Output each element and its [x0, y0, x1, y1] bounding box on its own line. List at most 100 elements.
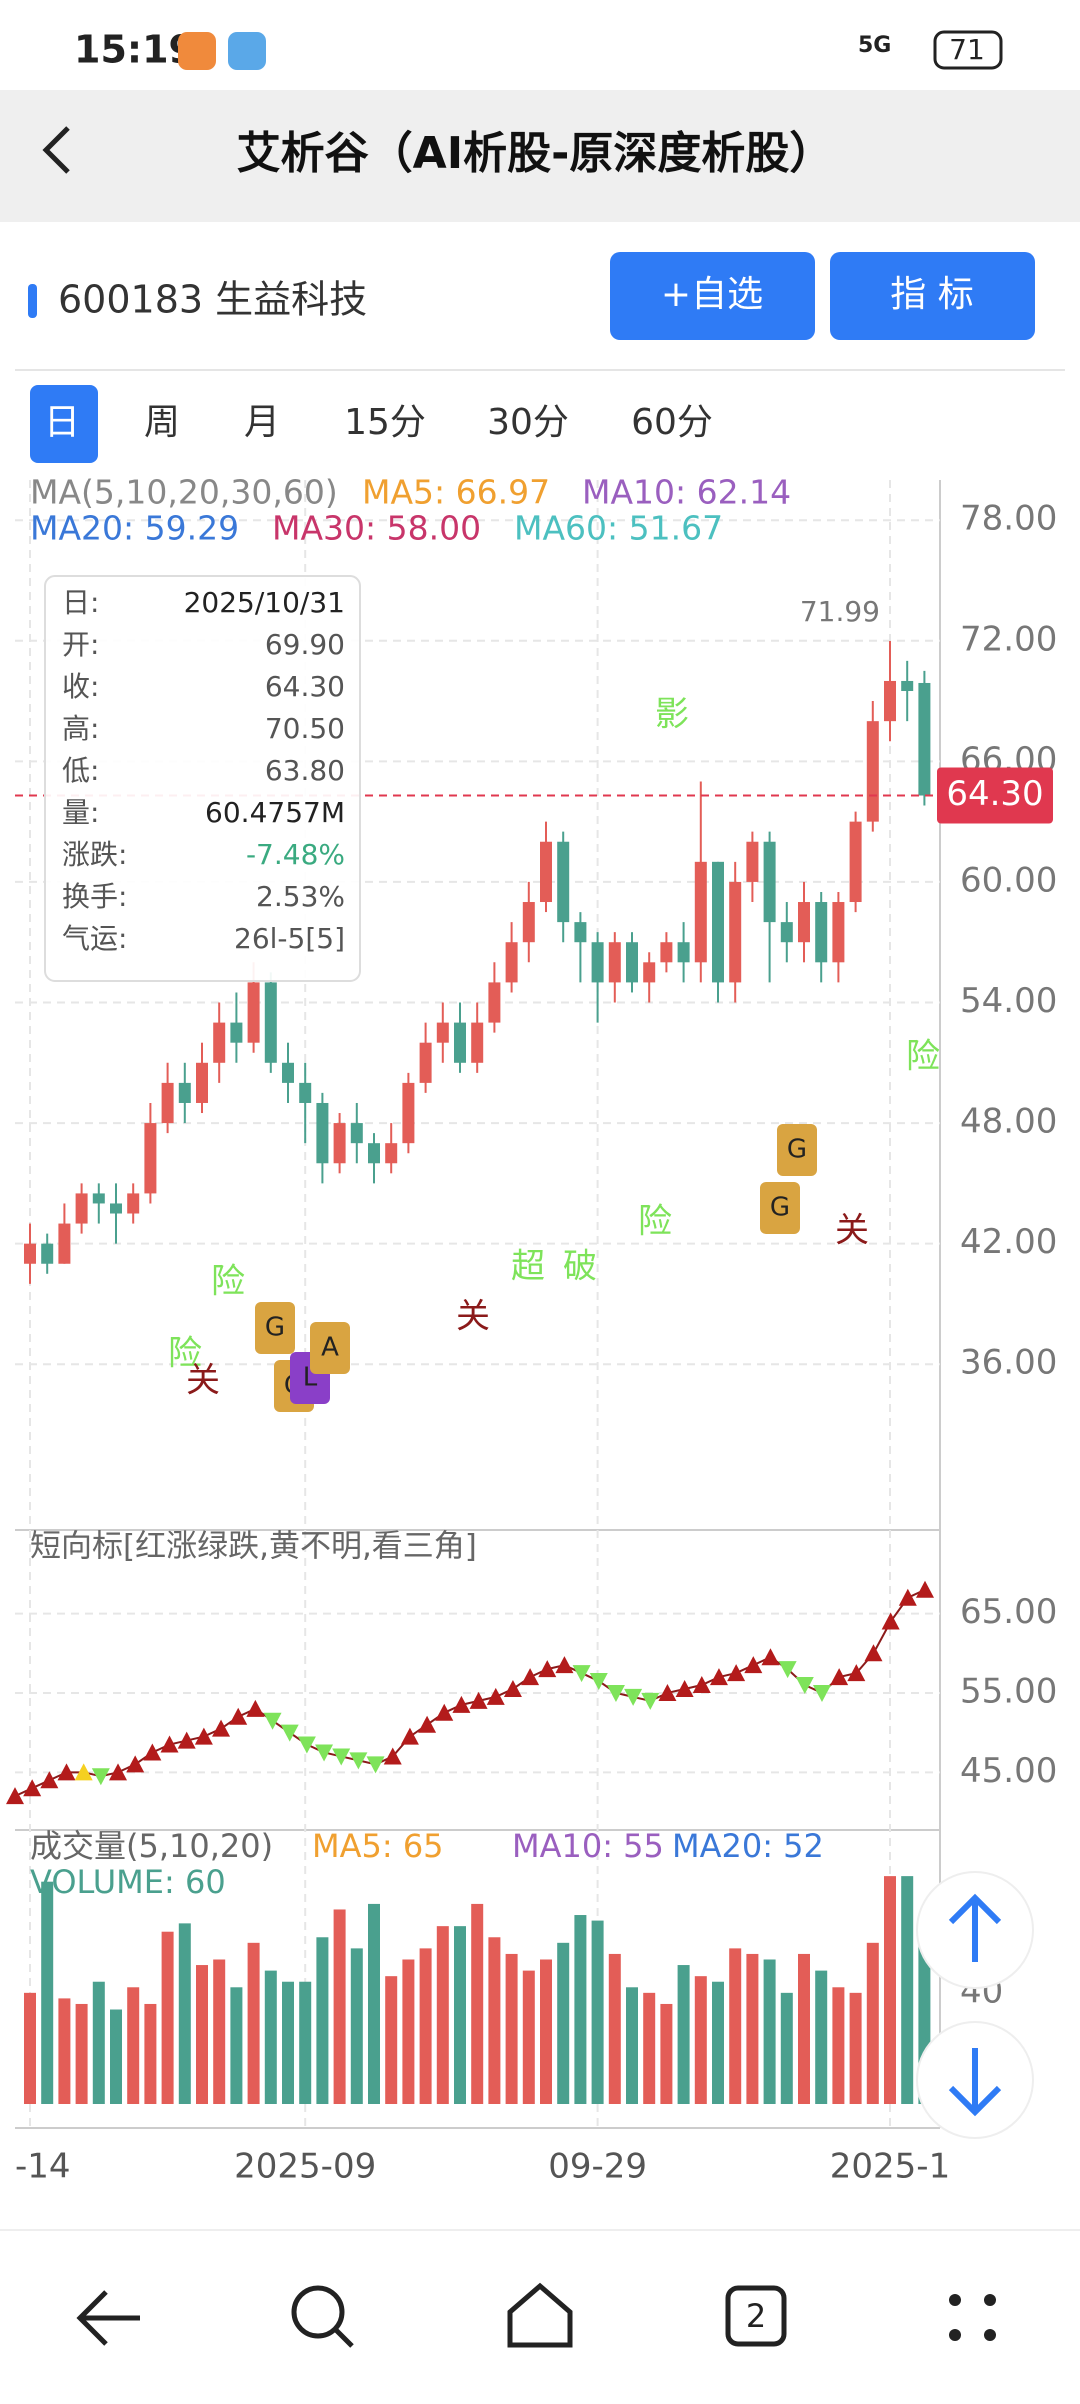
stock-marker: [28, 284, 37, 318]
x-tick-label: 2025-1: [830, 2147, 950, 2187]
signal-label: 破: [563, 1247, 597, 1287]
period-tab[interactable]: 周: [144, 402, 180, 443]
app-icon: [228, 32, 266, 70]
nav-back[interactable]: [76, 2290, 140, 2346]
indicator-marker: [383, 1747, 402, 1765]
indicator-marker: [229, 1707, 248, 1725]
volume-bar: [58, 1998, 71, 2104]
info-label: 收:: [62, 670, 99, 703]
nav-tabs[interactable]: [725, 2285, 787, 2347]
volume-bar: [144, 2003, 157, 2104]
indicator-marker: [160, 1735, 179, 1753]
period-tab[interactable]: 月: [244, 402, 280, 443]
y-tick-label: 78.00: [960, 499, 1057, 539]
volume-bar: [24, 1992, 36, 2104]
volume-bar: [419, 1948, 432, 2104]
candle-body: [763, 841, 776, 923]
volume-bar: [161, 1931, 174, 2104]
info-value: 63.80: [265, 754, 345, 787]
indicator-marker: [555, 1656, 574, 1674]
last-price-box: [937, 767, 1053, 824]
volume-legend: MA10: 55: [512, 1827, 664, 1865]
candle-body: [884, 680, 896, 722]
candle-body: [866, 721, 879, 822]
volume-bar: [798, 1953, 810, 2104]
volume-legend: MA20: 52: [672, 1827, 824, 1865]
badge-letter: G: [770, 1193, 790, 1223]
indicator-button[interactable]: [830, 252, 1035, 340]
volume-bar: [436, 1926, 449, 2104]
nav-home[interactable]: [507, 2282, 573, 2348]
y-tick-label: 42.00: [960, 1222, 1057, 1262]
volume-bar: [694, 1976, 707, 2104]
badge-letter: A: [321, 1333, 339, 1363]
ma-legend: MA5: 66.97: [362, 473, 550, 512]
candle-body: [58, 1223, 71, 1264]
indicator-marker: [847, 1664, 866, 1682]
period-tab[interactable]: 60分: [631, 402, 713, 443]
indicator-label[interactable]: 指 标: [890, 274, 973, 315]
indicator-marker: [143, 1743, 162, 1761]
period-tab[interactable]: 日: [44, 402, 80, 443]
indicator-marker: [246, 1699, 265, 1717]
volume-bar: [557, 1942, 570, 2104]
indicator-marker: [812, 1684, 831, 1702]
volume-bar: [763, 1959, 776, 2104]
volume-bar: [316, 1937, 329, 2104]
indicator-marker: [658, 1683, 677, 1701]
watchlist-button[interactable]: [610, 252, 815, 340]
period-tab[interactable]: 30分: [487, 402, 569, 443]
indicator-marker: [727, 1664, 746, 1682]
nav-menu[interactable]: [949, 2294, 996, 2341]
candle-body: [161, 1082, 174, 1124]
signal-label: 关: [186, 1361, 220, 1401]
info-label: 开:: [62, 628, 99, 661]
last-price-label: 64.30: [946, 774, 1043, 814]
info-label: 量:: [62, 796, 99, 829]
ma-legend: MA60: 51.67: [514, 509, 723, 548]
scroll-arrow: [948, 2048, 1002, 2117]
indicator-marker: [194, 1727, 213, 1745]
watchlist-label[interactable]: +自选: [661, 274, 763, 315]
nav-search[interactable]: [291, 2285, 345, 2339]
indicator-marker: [744, 1656, 763, 1674]
signal-badge: [255, 1302, 295, 1354]
indicator-marker: [126, 1755, 145, 1773]
indicator-marker: [400, 1727, 419, 1745]
period-tab[interactable]: 15分: [344, 402, 426, 443]
candle-body: [41, 1243, 54, 1264]
candle-body: [591, 942, 604, 983]
volume-bar: [866, 1942, 879, 2104]
indicator-marker: [486, 1687, 505, 1705]
signal-label: 关: [456, 1297, 490, 1337]
volume-bar: [350, 1948, 363, 2104]
indicator-marker: [74, 1763, 93, 1781]
indicator-marker: [795, 1677, 814, 1694]
signal-label: 险: [906, 1037, 940, 1077]
indicator-marker: [366, 1756, 385, 1774]
candle-body: [798, 902, 810, 943]
indicator-marker: [624, 1688, 643, 1706]
volume-bar: [780, 1992, 793, 2104]
back-button[interactable]: [42, 126, 70, 174]
candle-body: [643, 962, 656, 983]
indicator-marker: [521, 1668, 540, 1686]
volume-bar: [110, 2009, 122, 2104]
candle-body: [729, 881, 742, 983]
indicator-marker: [57, 1763, 76, 1781]
y-tick-label: 72.00: [960, 619, 1057, 659]
indicator-marker: [830, 1668, 849, 1686]
info-value: 2025/10/31: [184, 586, 345, 619]
indicator-marker: [349, 1752, 368, 1770]
volume-bar: [815, 1970, 828, 2104]
indicator-marker: [6, 1787, 24, 1805]
indicator-marker: [675, 1679, 694, 1697]
info-label: 日:: [62, 586, 99, 619]
indicator-marker: [23, 1779, 42, 1797]
signal-label: 关: [835, 1211, 869, 1251]
ma-legend: MA10: 62.14: [582, 473, 791, 512]
info-value: 60.4757M: [205, 796, 345, 829]
volume-bar: [75, 2003, 88, 2104]
candle-body: [608, 942, 621, 983]
